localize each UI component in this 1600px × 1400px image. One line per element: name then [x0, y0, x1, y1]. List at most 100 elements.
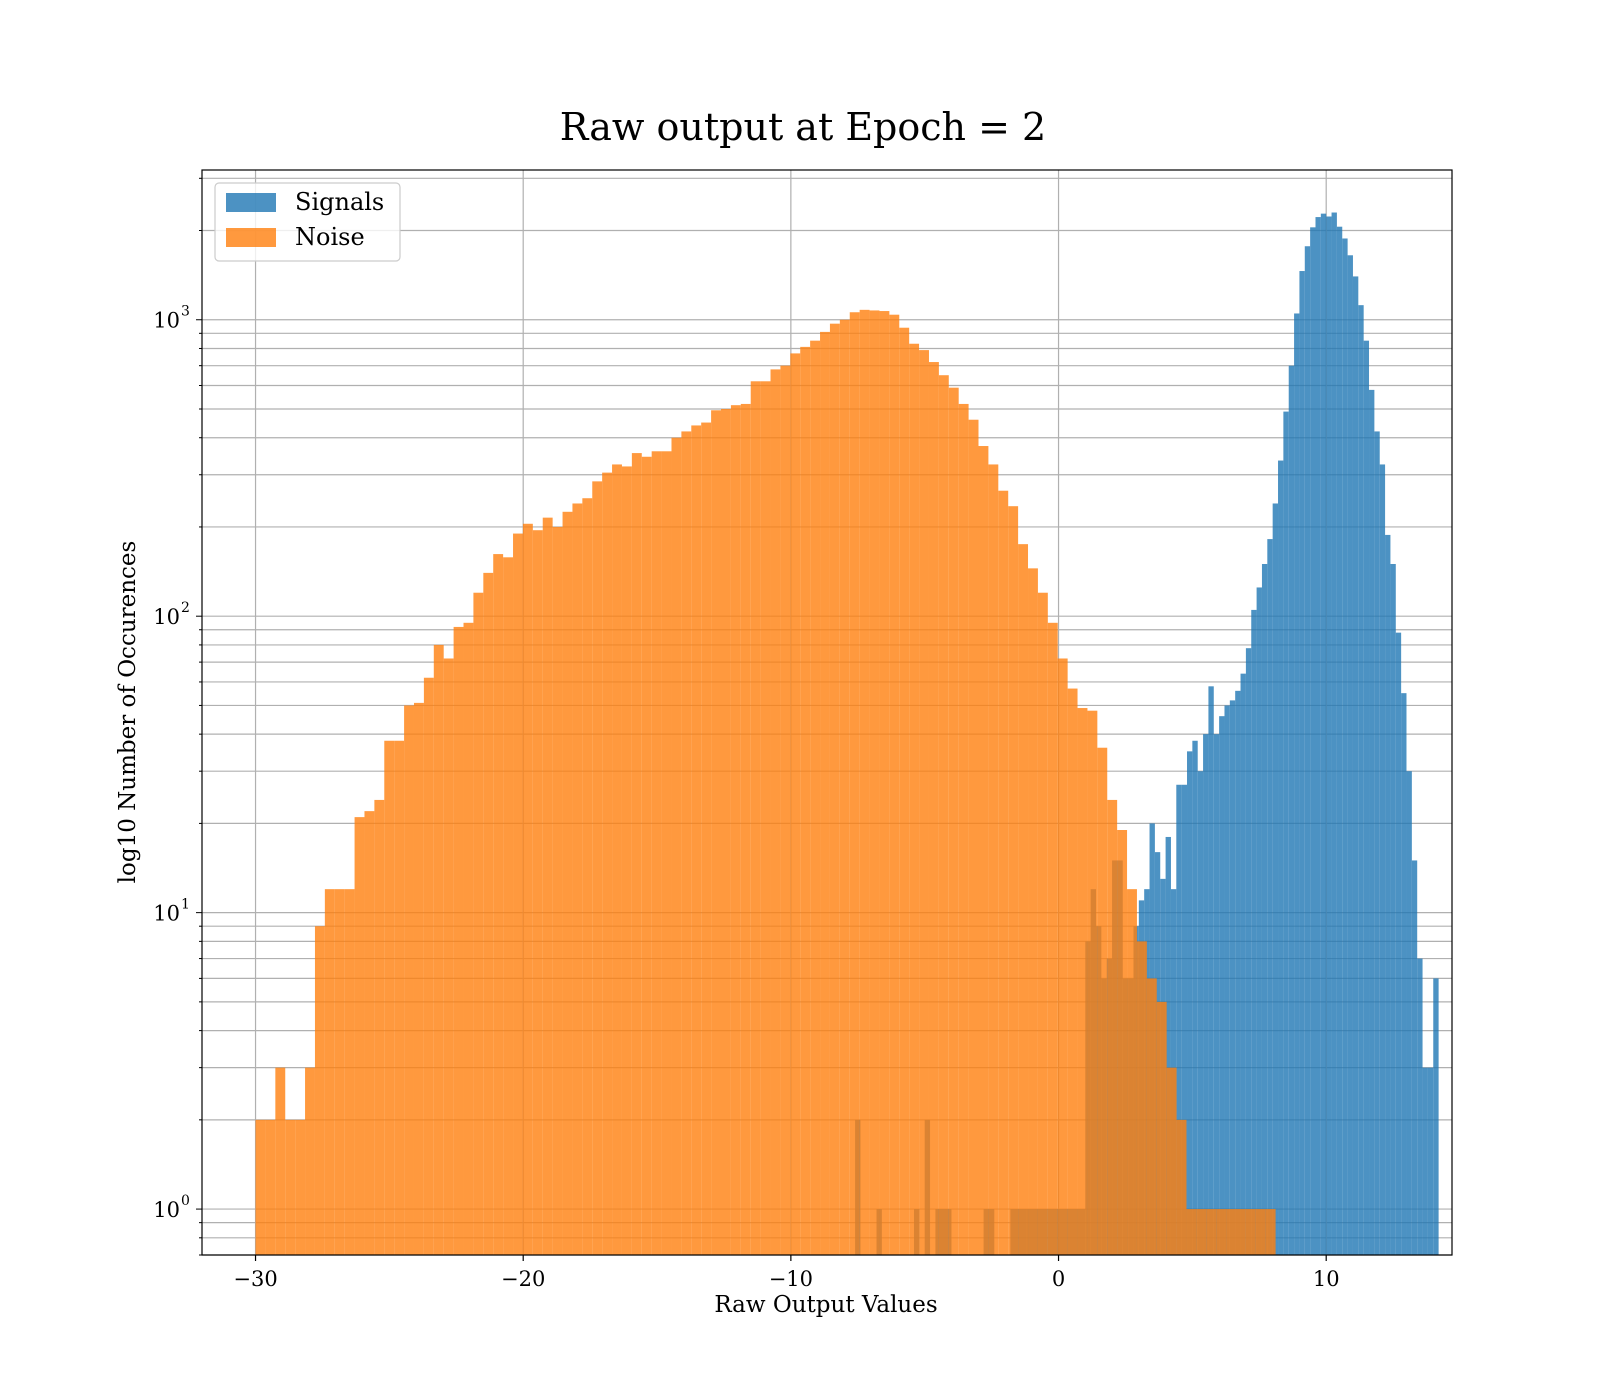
y-tick-label: 10: [153, 605, 180, 629]
legend-label-signals: Signals: [295, 188, 384, 216]
signals-bar: [1342, 238, 1348, 1256]
noise-bar: [780, 365, 791, 1255]
noise-bar: [423, 677, 434, 1255]
noise-bar: [1018, 544, 1029, 1255]
signals-bar: [1385, 534, 1391, 1255]
signals-bar: [1192, 740, 1198, 1255]
noise-bar: [1146, 978, 1157, 1255]
plot-frame: [201, 169, 1453, 1256]
y-tick-exponent: 0: [181, 1193, 190, 1209]
noise-bar: [542, 517, 553, 1255]
signals-bar: [1176, 784, 1182, 1255]
noise-bar: [701, 422, 712, 1255]
noise-bar: [760, 381, 771, 1255]
signals-bar: [1203, 734, 1209, 1255]
signals-bar: [1283, 411, 1289, 1256]
noise-bar: [592, 481, 603, 1255]
noise-bar: [513, 533, 523, 1255]
noise-bar: [998, 490, 1009, 1256]
noise-bar: [1117, 830, 1128, 1255]
noise-bar: [621, 466, 632, 1255]
noise-bar: [721, 408, 731, 1255]
signals-bar: [1165, 836, 1171, 1255]
y-axis-label: log10 Number of Occurences: [115, 541, 141, 884]
noise-bar: [572, 503, 583, 1256]
noise-bar: [374, 799, 385, 1255]
signals-bar: [1213, 734, 1220, 1255]
noise-bar: [562, 511, 573, 1255]
noise-bar: [1057, 658, 1068, 1255]
noise-bar: [909, 343, 920, 1255]
noise-bar: [681, 431, 692, 1255]
y-tick-label: 10: [153, 902, 180, 926]
noise-bar: [1037, 592, 1048, 1255]
noise-bar: [493, 554, 504, 1255]
noise-bar: [928, 362, 939, 1255]
signals-bar: [1310, 227, 1316, 1256]
noise-bar: [305, 1067, 315, 1255]
noise-bar: [879, 311, 890, 1255]
signals-bar: [1369, 389, 1375, 1255]
signals-bar: [1219, 716, 1225, 1255]
x-tick-label: −30: [233, 1267, 277, 1291]
noise-bars: [255, 309, 1276, 1256]
noise-bar: [344, 889, 355, 1255]
noise-bar: [285, 1119, 296, 1255]
noise-bar: [602, 472, 613, 1255]
noise-bar: [1265, 1209, 1276, 1255]
noise-bar: [1087, 710, 1098, 1255]
noise-bar: [404, 705, 414, 1255]
noise-bar: [988, 464, 999, 1255]
legend-swatch-signals: [226, 193, 276, 212]
signals-bar: [1422, 1067, 1428, 1255]
signals-bar: [1363, 340, 1370, 1255]
signals-bar: [1379, 464, 1386, 1255]
noise-bar: [859, 309, 870, 1256]
noise-bar: [919, 350, 929, 1256]
y-tick-exponent: 2: [181, 600, 190, 616]
noise-bar: [820, 331, 830, 1255]
signals-bar: [1197, 771, 1204, 1255]
x-tick-label: 10: [1313, 1267, 1340, 1291]
x-tick-label: −20: [501, 1267, 545, 1291]
signals-bar: [1299, 271, 1305, 1255]
noise-bar: [938, 375, 949, 1256]
signals-bar: [1390, 563, 1396, 1255]
noise-bar: [522, 523, 533, 1255]
noise-bar: [582, 498, 593, 1256]
noise-bar: [829, 323, 840, 1255]
noise-bar: [948, 387, 959, 1255]
noise-bar: [958, 403, 969, 1255]
x-tick-label: −10: [769, 1267, 813, 1291]
noise-bar: [265, 1119, 276, 1255]
noise-bar: [394, 740, 405, 1255]
signals-bar: [1315, 217, 1321, 1255]
signals-bar: [1245, 648, 1252, 1255]
noise-bar: [770, 369, 781, 1255]
signals-bar: [1320, 213, 1327, 1255]
signals-bar: [1294, 313, 1300, 1256]
signals-bar: [1272, 503, 1279, 1256]
signals-bar: [1261, 563, 1268, 1255]
noise-bar: [334, 889, 345, 1255]
signals-bar: [1267, 539, 1273, 1255]
noise-bar: [453, 626, 464, 1255]
noise-bar: [1156, 1001, 1167, 1255]
noise-bar: [1008, 506, 1019, 1255]
signals-bar: [1401, 693, 1407, 1255]
y-tick-label: 10: [153, 1198, 180, 1222]
x-tick-label: 0: [1052, 1267, 1065, 1291]
noise-bar: [503, 557, 514, 1255]
signals-bar: [1240, 673, 1246, 1255]
noise-bar: [364, 811, 375, 1255]
noise-bar: [1226, 1209, 1236, 1255]
noise-bar: [810, 340, 821, 1255]
noise-bar: [1077, 708, 1088, 1255]
noise-bar: [275, 1067, 286, 1255]
noise-bar: [463, 622, 474, 1255]
signals-bar: [1208, 686, 1214, 1255]
noise-bar: [255, 1119, 266, 1255]
signals-bar: [1187, 751, 1193, 1255]
y-tick-label: 10: [153, 309, 180, 333]
